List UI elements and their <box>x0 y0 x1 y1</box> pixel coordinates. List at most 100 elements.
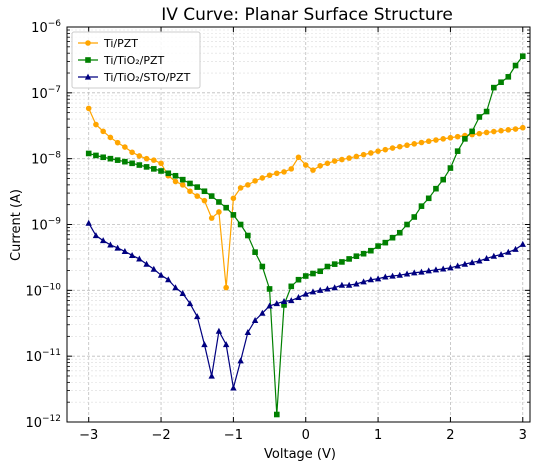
data-point <box>433 137 439 143</box>
data-point <box>331 261 338 267</box>
data-point <box>491 84 497 91</box>
y-tick-label: 10−8 <box>31 151 61 168</box>
data-point <box>179 176 186 183</box>
data-point <box>447 264 454 271</box>
data-point <box>122 158 128 165</box>
data-point <box>505 248 512 255</box>
data-point <box>136 255 143 262</box>
data-point <box>439 265 447 272</box>
data-point <box>331 284 338 291</box>
data-point <box>273 300 280 307</box>
data-point <box>194 313 201 320</box>
data-point <box>302 290 309 297</box>
data-point <box>331 158 338 164</box>
legend-box <box>71 31 201 89</box>
x-tick-label: −3 <box>79 428 98 443</box>
data-point <box>230 212 237 218</box>
data-point <box>295 154 302 161</box>
data-point <box>454 148 461 154</box>
data-point <box>216 199 222 205</box>
data-point <box>396 143 403 150</box>
data-point <box>216 209 222 215</box>
y-tick-label: 10−10 <box>25 282 61 299</box>
data-point <box>346 256 352 262</box>
data-point <box>244 328 252 335</box>
data-point <box>187 188 193 195</box>
data-point <box>237 357 244 364</box>
data-point <box>223 284 229 291</box>
ticks: −3 −2 −1 0 1 2 3 10−12 10−11 10−10 10−9 10−8 10−7 10−… <box>25 19 530 443</box>
data-point <box>389 145 396 151</box>
data-point <box>374 275 382 282</box>
data-point <box>259 309 266 316</box>
data-point <box>433 185 439 192</box>
data-point <box>230 195 237 202</box>
data-point <box>360 278 367 285</box>
series-2 <box>85 53 526 418</box>
data-point <box>158 160 164 167</box>
data-point <box>353 280 360 287</box>
data-point <box>107 155 114 162</box>
data-point <box>512 245 519 252</box>
data-point <box>136 153 143 159</box>
data-point <box>339 156 345 163</box>
data-point <box>339 259 345 265</box>
y-axis-label: Current (A) <box>9 189 24 261</box>
data-point <box>201 341 208 348</box>
series-layer <box>85 53 526 418</box>
data-point <box>418 203 425 209</box>
data-point <box>425 267 432 274</box>
legend-label: Ti/TiO₂/STO/PZT <box>103 71 191 84</box>
data-point <box>432 266 440 273</box>
data-point <box>512 62 519 69</box>
series-1 <box>85 105 526 291</box>
data-point <box>259 175 266 181</box>
data-point <box>454 133 461 140</box>
data-point <box>143 164 150 170</box>
data-point <box>483 255 490 262</box>
data-point <box>179 182 186 188</box>
data-point <box>346 155 352 161</box>
legend-label: Ti/PZT <box>103 37 138 50</box>
data-point <box>368 247 374 254</box>
x-tick-label: 2 <box>446 428 454 443</box>
y-tick-label: 10−9 <box>31 217 61 234</box>
data-point <box>338 281 346 288</box>
data-point <box>519 240 526 247</box>
data-point <box>505 127 512 133</box>
data-point <box>215 327 223 334</box>
data-point <box>368 150 374 156</box>
data-point <box>222 341 230 348</box>
data-point <box>483 129 490 136</box>
data-point <box>237 185 244 191</box>
data-point <box>519 124 526 131</box>
data-point <box>462 136 468 142</box>
data-point <box>245 182 251 188</box>
data-point <box>266 172 273 179</box>
data-point <box>447 134 454 141</box>
data-point <box>367 276 375 283</box>
data-point <box>310 270 316 277</box>
data-point <box>237 221 244 228</box>
data-point <box>100 128 106 135</box>
data-point <box>497 251 505 258</box>
data-point <box>411 214 418 220</box>
data-point <box>273 411 280 418</box>
data-point <box>107 134 114 141</box>
data-point <box>411 141 418 147</box>
y-tick-label: 10−7 <box>31 85 61 102</box>
data-point <box>136 162 143 168</box>
data-point <box>404 221 410 228</box>
data-point <box>476 130 483 137</box>
data-point <box>252 178 258 184</box>
data-point <box>266 286 273 292</box>
data-point <box>93 121 99 128</box>
data-point <box>288 297 295 304</box>
data-point <box>179 289 186 296</box>
data-point <box>245 232 251 239</box>
chart-title: IV Curve: Planar Surface Structure <box>161 5 453 25</box>
data-point <box>187 180 193 187</box>
legend-swatch-marker <box>85 40 91 46</box>
x-tick-label: −2 <box>151 428 170 443</box>
